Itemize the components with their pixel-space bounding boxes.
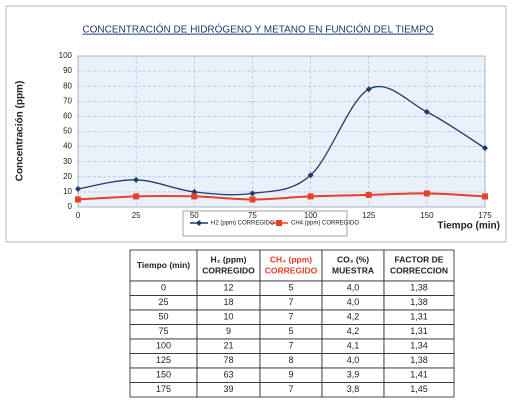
cell-text: 10 — [223, 312, 233, 322]
cell-text: 175 — [156, 384, 171, 394]
x-tick-label: 175 — [478, 211, 492, 220]
cell-text: 1,45 — [410, 384, 428, 394]
marker — [365, 86, 372, 93]
cell-text: 1,31 — [410, 312, 428, 322]
cell-text: 25 — [158, 297, 168, 307]
header-cell — [259, 249, 323, 282]
cell-text: 4,0 — [347, 355, 360, 365]
legend-marker — [276, 220, 282, 226]
cell-text: 63 — [223, 370, 233, 380]
x-tick-label: 25 — [132, 211, 141, 220]
header-cell — [383, 249, 455, 282]
x-tick-label: 100 — [304, 211, 318, 220]
marker — [482, 193, 488, 200]
x-tick-label: 0 — [76, 211, 81, 220]
cell-text: 4,0 — [347, 283, 360, 293]
marker — [249, 196, 256, 203]
marker — [307, 172, 314, 179]
y-tick-label: 70 — [63, 96, 72, 105]
header-text: MUESTRA — [332, 265, 374, 275]
cell-text: 7 — [288, 297, 293, 307]
x-tick-label: 125 — [362, 211, 376, 220]
chart-title: CONCENTRACIÓN DE HIDRÓGENO Y METANO EN F… — [82, 23, 433, 36]
header-text: CORREGIDO — [265, 265, 318, 275]
cell-text: 4,2 — [347, 312, 360, 322]
x-tick-label: 50 — [190, 211, 199, 220]
marker — [249, 190, 256, 197]
header-text: H₂ (ppm) — [211, 254, 247, 264]
cell-text: 9 — [288, 370, 293, 380]
cell-text: 12 — [223, 283, 233, 293]
marker — [365, 191, 372, 198]
cell-text: 1,41 — [410, 370, 428, 380]
y-axis-label: Concentración (ppm) — [15, 81, 26, 182]
cell-text: 1,38 — [410, 297, 428, 307]
cell-text: 4,1 — [347, 341, 360, 351]
header-text: CH₄ (ppm) — [270, 254, 312, 264]
marker — [133, 176, 140, 183]
cell-text: 4,2 — [347, 326, 360, 336]
cell-text: 0 — [161, 283, 166, 293]
cell-text: 7 — [288, 384, 293, 394]
series-line — [77, 86, 486, 196]
marker — [75, 185, 81, 192]
cell-text: 4,0 — [347, 297, 360, 307]
cell-text: 125 — [156, 355, 171, 365]
y-tick-label: 80 — [63, 81, 72, 90]
legend-label: H2 (ppm) CORREGIDO — [211, 221, 275, 227]
cell-text: 21 — [223, 341, 233, 351]
header-cell — [129, 249, 198, 282]
cell-text: 75 — [158, 326, 168, 336]
cell-text: 39 — [223, 384, 233, 394]
marker — [191, 193, 198, 200]
marker — [133, 193, 140, 200]
y-tick-label: 0 — [68, 202, 73, 211]
marker — [191, 188, 198, 195]
cell-text: 100 — [156, 341, 171, 351]
y-tick-label: 100 — [59, 51, 73, 60]
marker — [423, 190, 430, 197]
series-line — [77, 192, 486, 201]
cell-text: 3,8 — [347, 384, 360, 394]
legend-marker — [196, 220, 202, 226]
cell-text: 3,9 — [347, 370, 360, 380]
y-tick-label: 60 — [63, 112, 72, 121]
header-text: FACTOR DE — [395, 254, 444, 264]
legend-label: CH4 (ppm) CORREGIDO — [291, 221, 359, 227]
y-tick-label: 40 — [63, 142, 72, 151]
y-tick-label: 10 — [63, 187, 72, 196]
header-text: Tiempo (min) — [137, 260, 190, 270]
cell-text: 7 — [288, 341, 293, 351]
cell-text: 1,38 — [410, 283, 428, 293]
cell-text: 1,34 — [410, 341, 428, 351]
cell-text: 1,31 — [410, 326, 428, 336]
cell-text: 9 — [226, 326, 231, 336]
x-tick-label: 150 — [420, 211, 434, 220]
cell-text: 50 — [158, 312, 168, 322]
legend — [182, 210, 348, 237]
marker — [307, 193, 314, 200]
marker — [75, 196, 81, 203]
cell-text: 78 — [223, 355, 233, 365]
header-text: CORREGIDO — [202, 265, 255, 275]
cell-text: 5 — [288, 283, 293, 293]
marker — [482, 145, 488, 152]
y-tick-label: 30 — [63, 157, 72, 166]
table-cell — [383, 382, 455, 398]
x-axis-label: Tiempo (min) — [437, 221, 500, 232]
y-tick-label: 20 — [63, 172, 72, 181]
y-tick-label: 50 — [63, 127, 72, 136]
cell-text: 150 — [156, 370, 171, 380]
y-tick-label: 90 — [63, 66, 72, 75]
marker — [423, 108, 430, 115]
cell-text: 1,38 — [410, 355, 428, 365]
header-text: CORRECCION — [390, 265, 448, 275]
cell-text: 18 — [223, 297, 233, 307]
cell-text: 7 — [288, 312, 293, 322]
header-text: CO₂ (%) — [337, 254, 369, 264]
x-tick-label: 75 — [248, 211, 257, 220]
cell-text: 8 — [288, 355, 293, 365]
cell-text: 5 — [288, 326, 293, 336]
